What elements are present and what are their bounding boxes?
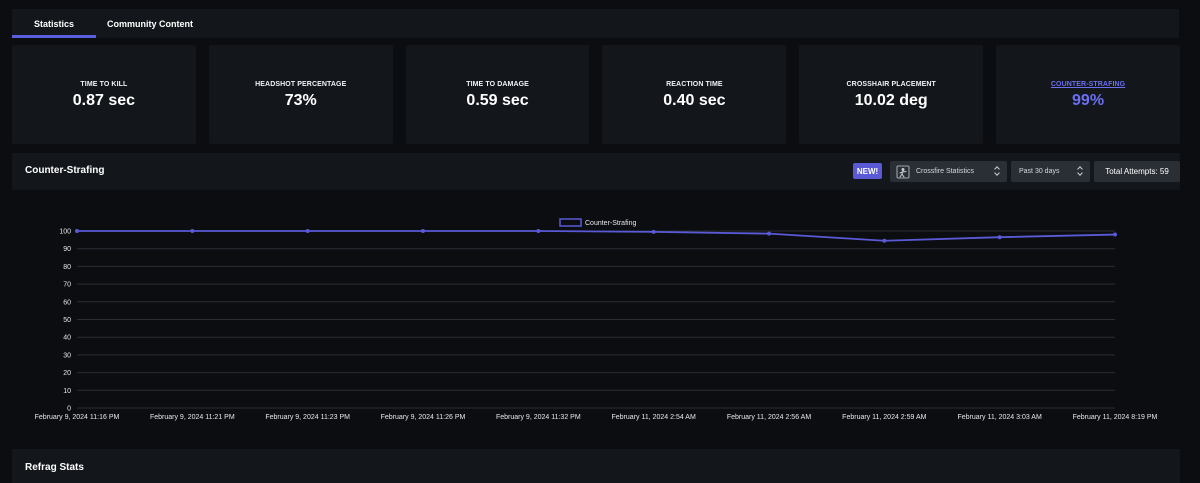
x-tick-label: February 9, 2024 11:26 PM [381,414,466,421]
y-tick-label: 60 [63,299,71,306]
date-range-select-value: Past 30 days [1019,168,1060,175]
stat-card-time-to-kill: TIME TO KILL 0.87 sec [12,45,196,144]
stat-card-value: 99% [1072,92,1105,109]
x-tick-label: February 11, 2024 8:19 PM [1073,414,1158,421]
stat-card-counter-strafing[interactable]: COUNTER-STRAFING 99% [996,45,1180,144]
chevron-updown-icon [994,166,1000,176]
y-tick-label: 20 [63,370,71,377]
data-point [190,229,195,233]
stat-card-crosshair-placement: CROSSHAIR PLACEMENT 10.02 deg [799,45,984,144]
date-range-select[interactable]: Past 30 days [1011,161,1090,182]
stat-card-time-to-damage: TIME TO DAMAGE 0.59 sec [405,45,590,144]
data-point [1113,232,1117,237]
chevron-updown-icon [1077,166,1083,176]
stat-card-label: CROSSHAIR PLACEMENT [846,81,936,88]
data-point [305,229,310,233]
y-tick-label: 50 [63,317,71,324]
x-tick-label: February 11, 2024 2:59 AM [842,414,926,421]
x-tick-label: February 9, 2024 11:21 PM [150,414,235,421]
x-tick-label: February 11, 2024 3:03 AM [958,414,1042,421]
y-tick-label: 40 [63,335,71,342]
stat-card-label: HEADSHOT PERCENTAGE [255,81,347,88]
x-tick-label: February 9, 2024 11:23 PM [265,414,350,421]
data-point [651,229,656,234]
tab-community-content[interactable]: Community Content [107,18,193,29]
stat-cards: TIME TO KILL 0.87 sec HEADSHOT PERCENTAG… [12,45,1180,144]
refrag-stats-panel: Refrag Stats [12,449,1180,483]
data-point [75,229,79,233]
data-point [767,231,771,236]
source-select-value: Crossfire Statistics [916,168,974,175]
data-point [997,235,1002,240]
y-tick-label: 70 [63,282,71,289]
data-point [882,238,887,243]
y-tick-label: 0 [67,406,71,413]
source-select[interactable]: Crossfire Statistics [890,161,1007,182]
stat-card-label: TIME TO DAMAGE [466,81,529,88]
legend-swatch [559,218,582,227]
line-chart: 0 10 20 30 40 50 60 70 80 90 100 February 9, 2024 1… [35,218,1158,421]
stat-card-reaction-time: REACTION TIME 0.40 sec [602,45,787,144]
y-tick-label: 30 [63,352,71,359]
total-attempts: Total Attempts: 59 [1094,161,1180,182]
legend-label: Counter-Strafing [585,220,636,227]
stat-card-value: 0.40 sec [663,92,726,109]
stat-card-link-label[interactable]: COUNTER-STRAFING [1050,81,1126,88]
stat-card-value: 10.02 deg [854,92,928,109]
tab-bar: Statistics Community Content [12,9,1179,38]
stat-card-value: 0.87 sec [72,92,136,109]
stat-card-headshot-percentage: HEADSHOT PERCENTAGE 73% [208,45,393,144]
panel-title: Counter-Strafing [25,165,105,176]
x-tick-label: February 9, 2024 11:16 PM [35,414,120,421]
stat-card-label: TIME TO KILL [80,81,128,88]
y-tick-label: 90 [63,246,71,253]
data-point [421,229,425,233]
stat-card-value: 0.59 sec [466,92,529,109]
crossfire-game-icon [896,165,910,178]
y-tick-label: 80 [63,264,71,271]
x-tick-label: February 9, 2024 11:32 PM [496,414,581,421]
series-line [77,230,1116,242]
x-tick-label: February 11, 2024 2:54 AM [612,414,696,421]
new-badge: NEW! [853,163,882,179]
stat-card-label: REACTION TIME [666,81,723,88]
y-tick-label: 100 [59,229,71,236]
x-tick-label: February 11, 2024 2:56 AM [727,414,811,421]
y-tick-label: 10 [63,388,71,395]
data-point [536,229,541,233]
refrag-stats-title: Refrag Stats [25,462,84,473]
tab-statistics[interactable]: Statistics [12,9,96,38]
chart-panel-header: Counter-Strafing NEW! Crossfire Statisti… [12,153,1180,190]
counter-strafing-chart: 0 10 20 30 40 50 60 70 80 90 100 February 9, 2024 1… [0,195,1200,435]
stat-card-value: 73% [284,92,317,109]
